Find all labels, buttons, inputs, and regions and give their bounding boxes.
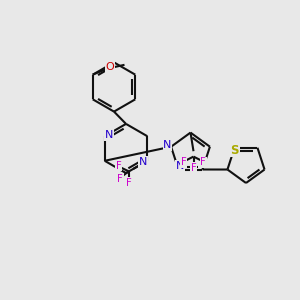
Text: O: O xyxy=(106,62,115,72)
Text: N: N xyxy=(163,140,172,150)
Text: N: N xyxy=(176,161,184,171)
Text: F: F xyxy=(117,174,123,184)
Text: F: F xyxy=(126,178,132,188)
Text: N: N xyxy=(139,157,147,167)
Text: F: F xyxy=(181,157,187,167)
Text: F: F xyxy=(200,157,206,167)
Text: N: N xyxy=(105,130,113,140)
Text: S: S xyxy=(230,144,239,157)
Text: F: F xyxy=(190,163,196,173)
Text: F: F xyxy=(116,160,122,171)
